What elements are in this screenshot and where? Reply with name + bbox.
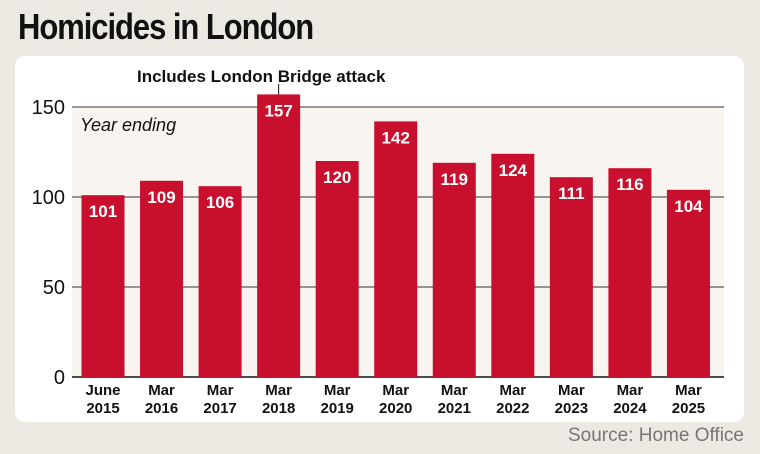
x-tick-label-7-line1: Mar	[499, 382, 526, 399]
bar-3	[257, 94, 301, 378]
data-label-9: 116	[616, 175, 643, 194]
y-tick-label-0: 0	[54, 367, 65, 389]
x-tick-label-2-line2: 2017	[203, 400, 236, 417]
x-tick-label-1-line2: 2016	[145, 400, 178, 417]
x-tick-label-0-line2: 2015	[86, 400, 119, 417]
x-tick-label-4-line2: 2019	[320, 400, 353, 417]
x-tick-label-3-line1: Mar	[265, 382, 292, 399]
x-tick-label-8-line2: 2023	[555, 400, 588, 417]
y-tick-label-150: 150	[32, 97, 65, 119]
x-tick-label-5-line2: 2020	[379, 400, 412, 417]
page-title: Homicides in London	[18, 6, 314, 47]
bar-9	[608, 168, 652, 377]
data-label-10: 104	[674, 197, 703, 216]
bar-8	[549, 177, 593, 377]
data-label-0: 101	[89, 202, 117, 221]
x-tick-label-1-line1: Mar	[148, 382, 175, 399]
bar-6	[432, 162, 476, 377]
bar-10	[666, 189, 710, 377]
x-tick-label-7-line2: 2022	[496, 400, 529, 417]
bar-2	[198, 186, 242, 377]
bar-0	[81, 195, 125, 377]
x-tick-label-6-line2: 2021	[438, 400, 471, 417]
bar-7	[491, 153, 535, 377]
bar-5	[374, 121, 418, 378]
x-tick-label-9-line1: Mar	[617, 382, 644, 399]
annotation-text: Includes London Bridge attack	[137, 67, 386, 86]
x-tick-label-4-line1: Mar	[324, 382, 351, 399]
x-tick-label-10-line1: Mar	[675, 382, 702, 399]
x-tick-label-0-line1: June	[85, 382, 120, 399]
data-label-8: 111	[558, 184, 585, 203]
data-label-1: 109	[147, 188, 175, 207]
x-tick-label-10-line2: 2025	[672, 400, 705, 417]
data-label-5: 142	[382, 128, 410, 147]
y-tick-label-50: 50	[43, 277, 65, 299]
x-tick-label-5-line1: Mar	[382, 382, 409, 399]
x-tick-label-2-line1: Mar	[207, 382, 234, 399]
bar-1	[140, 180, 184, 377]
source-note: Source: Home Office	[567, 425, 744, 446]
x-tick-label-3-line2: 2018	[262, 400, 295, 417]
x-tick-label-6-line1: Mar	[441, 382, 468, 399]
y-tick-label-100: 100	[32, 187, 65, 209]
data-label-7: 124	[499, 161, 528, 180]
data-label-2: 106	[206, 193, 234, 212]
bar-4	[315, 161, 359, 377]
x-tick-label-9-line2: 2024	[613, 400, 647, 417]
data-label-3: 157	[264, 101, 292, 120]
data-label-6: 119	[441, 170, 468, 189]
x-tick-label-8-line1: Mar	[558, 382, 585, 399]
data-label-4: 120	[323, 168, 351, 187]
y-axis-label: Year ending	[80, 115, 176, 135]
